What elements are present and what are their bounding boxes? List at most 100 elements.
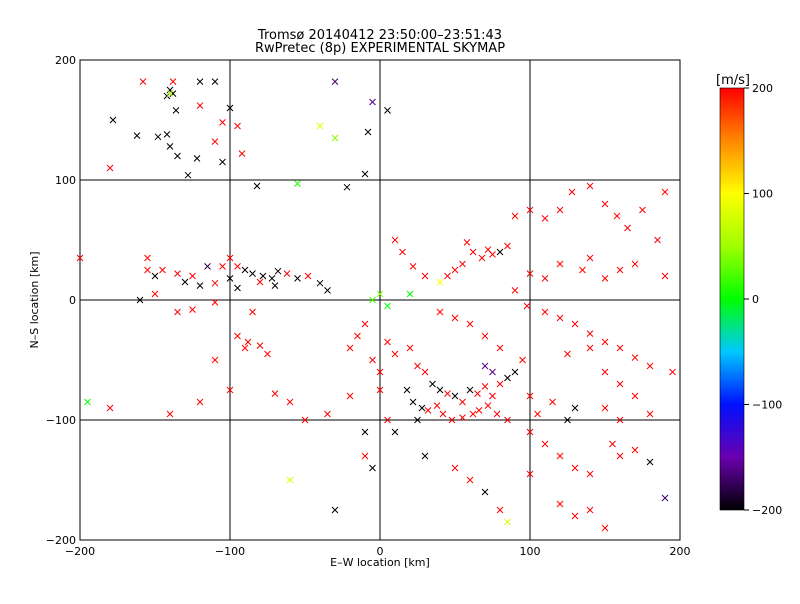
data-point	[106, 164, 114, 172]
data-point	[376, 368, 384, 376]
y-tick-label: −100	[46, 414, 76, 427]
y-tick-label: 100	[55, 174, 76, 187]
data-point	[469, 248, 477, 256]
data-point	[346, 392, 354, 400]
colorbar-label: [m/s]	[716, 73, 750, 88]
data-point	[541, 308, 549, 316]
data-point	[616, 416, 624, 424]
data-point	[609, 440, 616, 448]
data-point	[463, 239, 471, 246]
data-point	[384, 416, 391, 424]
data-points	[76, 78, 676, 532]
data-point	[144, 266, 151, 274]
data-point	[331, 506, 339, 514]
data-point	[174, 270, 181, 277]
data-point	[451, 464, 459, 472]
data-point	[324, 410, 331, 418]
data-point	[631, 260, 639, 268]
data-point	[196, 102, 204, 109]
y-axis-label: N–S location [km]	[28, 251, 41, 348]
data-point	[234, 284, 241, 292]
data-point	[196, 398, 204, 406]
data-point	[586, 344, 594, 352]
data-point	[376, 386, 384, 394]
data-point	[444, 390, 451, 397]
data-point	[646, 410, 654, 418]
data-point	[211, 279, 219, 287]
data-point	[271, 390, 279, 397]
data-point	[496, 506, 504, 514]
data-point	[661, 272, 669, 280]
data-point	[481, 362, 489, 370]
data-point	[283, 270, 291, 277]
data-point	[196, 78, 204, 85]
data-point	[601, 524, 609, 532]
data-point	[154, 133, 162, 141]
data-point	[166, 90, 174, 97]
data-point	[469, 410, 477, 418]
data-point	[616, 344, 624, 352]
data-point	[646, 458, 654, 466]
x-tick-label: −200	[65, 545, 95, 558]
data-point	[189, 272, 196, 280]
data-point	[249, 308, 256, 316]
data-point	[489, 251, 496, 258]
data-point	[219, 263, 226, 270]
data-point	[196, 282, 204, 289]
data-point	[294, 180, 301, 187]
data-point	[489, 392, 496, 400]
data-point	[586, 470, 594, 478]
data-point	[391, 236, 399, 244]
data-point	[613, 212, 621, 220]
data-point	[151, 290, 159, 298]
data-point	[496, 380, 504, 388]
data-point	[511, 368, 519, 376]
data-point	[451, 314, 459, 322]
data-point	[316, 279, 324, 287]
data-point	[436, 386, 444, 394]
data-point	[189, 306, 196, 313]
data-point	[163, 131, 171, 138]
colorbar-tick-label: −100	[752, 399, 782, 412]
colorbar-ticks: −200 −100 0 100 200	[744, 82, 782, 517]
data-point	[226, 386, 234, 394]
data-point	[274, 267, 282, 275]
data-point	[346, 344, 354, 352]
data-point	[294, 275, 301, 282]
data-point	[448, 416, 456, 424]
y-tick-label: 200	[55, 54, 76, 67]
data-point	[399, 248, 406, 256]
data-point	[429, 380, 436, 388]
data-point	[184, 171, 192, 179]
data-point	[616, 452, 624, 460]
colorbar-gradient	[719, 87, 745, 511]
data-point	[409, 263, 417, 270]
data-point	[76, 254, 84, 262]
data-point	[669, 368, 676, 376]
x-tick-label: −100	[215, 545, 245, 558]
data-point	[526, 270, 534, 277]
data-point	[601, 275, 609, 282]
data-point	[241, 266, 249, 274]
data-point	[504, 242, 511, 250]
data-point	[109, 116, 117, 124]
data-point	[601, 368, 609, 376]
data-point	[144, 254, 151, 262]
data-point	[504, 374, 511, 382]
data-point	[475, 407, 483, 414]
data-point	[586, 254, 594, 262]
data-point	[241, 344, 249, 352]
data-point	[466, 320, 474, 328]
data-point	[304, 272, 312, 280]
data-point	[541, 275, 549, 282]
data-point	[631, 392, 639, 400]
data-point	[601, 338, 609, 346]
data-point	[204, 263, 211, 270]
data-point	[646, 362, 654, 370]
data-point	[174, 308, 181, 316]
data-point	[369, 98, 376, 106]
data-point	[193, 155, 201, 162]
data-point	[481, 383, 489, 390]
data-point	[661, 188, 669, 196]
data-point	[259, 272, 267, 280]
